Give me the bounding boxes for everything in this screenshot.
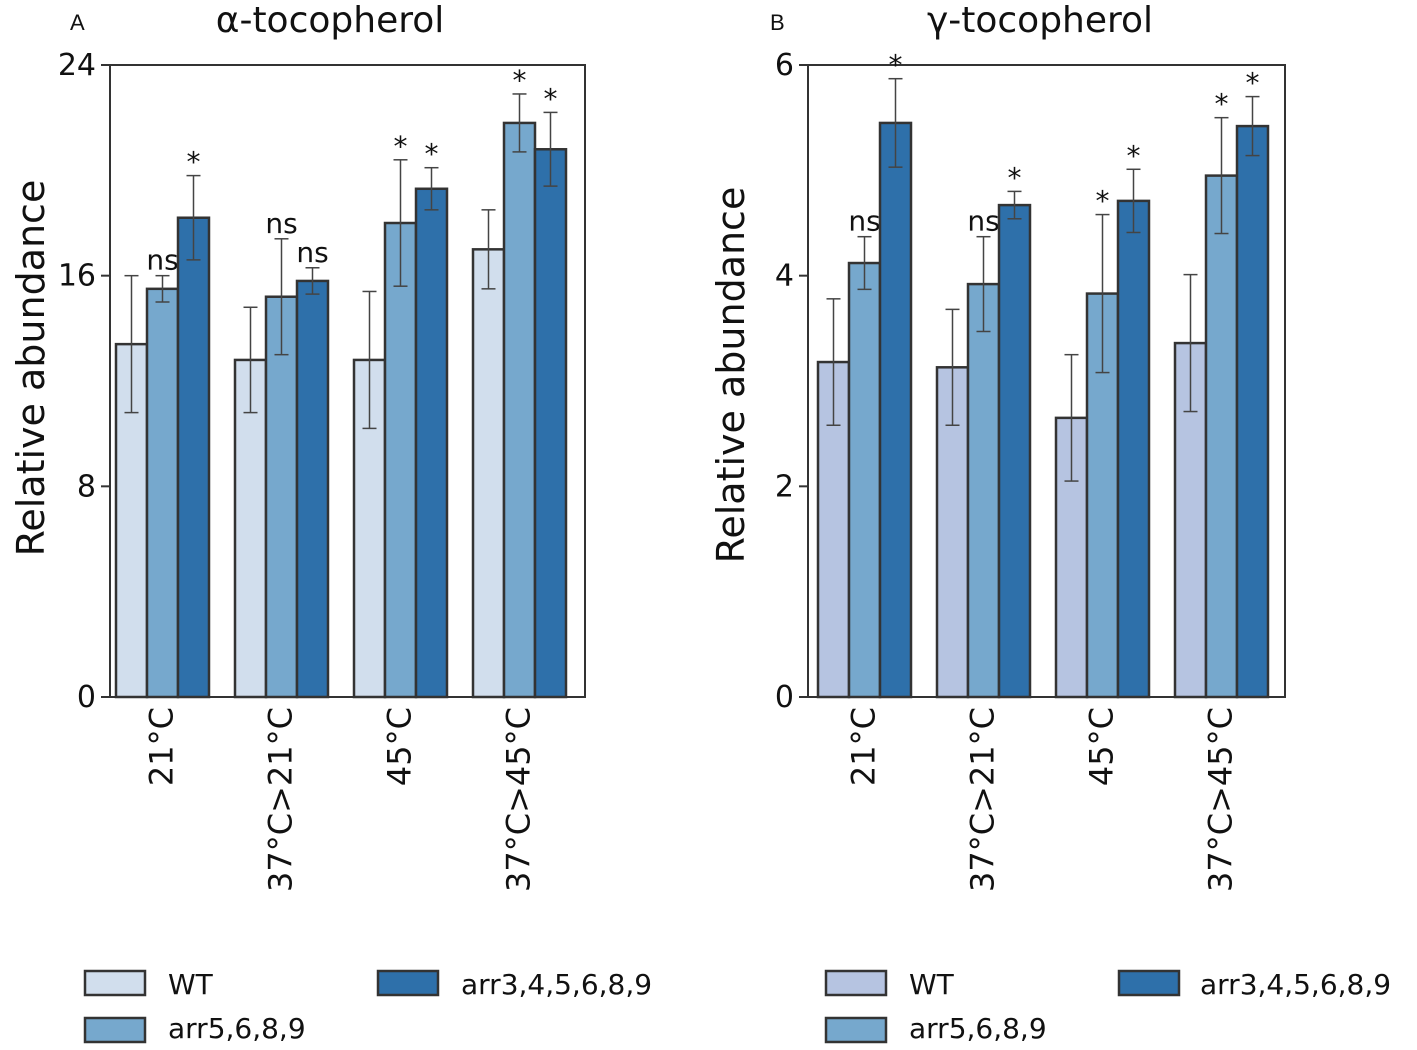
significance-ns: ns xyxy=(848,205,880,238)
y-axis-label: Relative abundance xyxy=(9,180,53,557)
x-tick-label: 45°C xyxy=(381,707,419,786)
legend-label-arr5689: arr5,6,8,9 xyxy=(168,1012,306,1045)
significance-ns: ns xyxy=(146,244,178,277)
bar-arr5689 xyxy=(502,121,537,699)
legend-swatch-arr345689 xyxy=(376,969,440,997)
chart-title: γ-tocopherol xyxy=(927,0,1153,41)
plot-frame xyxy=(807,64,1286,698)
legend-label-arr345689: arr3,4,5,6,8,9 xyxy=(1200,968,1391,1001)
y-tick-label: 8 xyxy=(77,469,96,504)
y-tick-label: 4 xyxy=(775,259,794,294)
significance-star: * xyxy=(187,146,201,179)
legend-swatch-arr5689 xyxy=(824,1016,888,1044)
legend-label-arr345689: arr3,4,5,6,8,9 xyxy=(461,968,652,1001)
significance-ns: ns xyxy=(967,205,999,238)
significance-star: * xyxy=(394,130,408,163)
y-tick-label: 2 xyxy=(775,469,794,504)
bar-arr345689 xyxy=(176,216,211,699)
bar-wt xyxy=(233,358,268,699)
y-tick-label: 0 xyxy=(77,680,96,715)
y-axis-label: Relative abundance xyxy=(709,187,753,564)
legend-label-wt: WT xyxy=(168,968,214,1001)
significance-star: * xyxy=(1215,88,1229,121)
bar-arr5689 xyxy=(966,282,1001,699)
significance-star: * xyxy=(1008,161,1022,194)
x-tick-label: 37°C>21°C xyxy=(964,707,1002,892)
bar-arr5689 xyxy=(1204,174,1239,699)
bar-arr345689 xyxy=(997,203,1032,699)
significance-ns: ns xyxy=(265,207,297,240)
significance-star: * xyxy=(1096,185,1110,218)
significance-star: * xyxy=(1127,139,1141,172)
chart-marks: 0 2 4 6 ns * 21°C ns * 37°C>21°C * * 45°C * * 37°C>45°C xyxy=(775,48,1270,892)
legend-a: WT arr5,6,8,9 arr3,4,5,6,8,9 xyxy=(83,968,652,1045)
bar-arr5689 xyxy=(145,287,180,699)
legend-label-wt: WT xyxy=(909,968,955,1001)
legend-b: WT arr5,6,8,9 arr3,4,5,6,8,9 xyxy=(824,968,1391,1045)
bar-arr345689 xyxy=(1235,124,1270,699)
significance-star: * xyxy=(1246,67,1260,100)
legend-label-arr5689: arr5,6,8,9 xyxy=(909,1012,1047,1045)
significance-ns: ns xyxy=(296,236,328,269)
significance-star: * xyxy=(889,49,903,82)
significance-star: * xyxy=(544,82,558,115)
legend-swatch-wt xyxy=(824,969,888,997)
panel-letter: A xyxy=(70,10,85,35)
chart-title: α-tocopherol xyxy=(216,0,445,41)
panel-a: A α-tocopherol Relative abundance 0 8 16 24… xyxy=(9,0,586,892)
plot-frame xyxy=(109,64,586,698)
x-tick-label: 37°C>45°C xyxy=(500,707,538,892)
y-tick-label: 16 xyxy=(58,259,96,294)
x-tick-label: 21°C xyxy=(845,707,883,786)
legend-swatch-arr5689 xyxy=(83,1016,147,1044)
x-tick-label: 37°C>45°C xyxy=(1202,707,1240,892)
y-tick-label: 24 xyxy=(58,48,96,83)
legend-swatch-arr345689 xyxy=(1117,969,1181,997)
significance-star: * xyxy=(513,64,527,97)
x-tick-label: 37°C>21°C xyxy=(262,707,300,892)
legend-swatch-wt xyxy=(83,969,147,997)
bar-arr345689 xyxy=(1116,199,1151,699)
bar-wt xyxy=(471,248,506,699)
bar-arr5689 xyxy=(383,221,418,699)
significance-star: * xyxy=(425,138,439,171)
bar-arr5689 xyxy=(264,295,299,699)
bar-arr345689 xyxy=(295,279,330,699)
y-tick-label: 6 xyxy=(775,48,794,83)
x-tick-label: 45°C xyxy=(1083,707,1121,786)
bar-arr5689 xyxy=(847,261,882,699)
bar-arr345689 xyxy=(533,148,568,699)
panel-letter: B xyxy=(770,10,785,35)
x-tick-label: 21°C xyxy=(143,707,181,786)
y-tick-label: 0 xyxy=(775,680,794,715)
bar-arr345689 xyxy=(878,121,913,699)
panel-b: B γ-tocopherol Relative abundance 0 2 4 6 ns… xyxy=(709,0,1286,892)
bar-arr345689 xyxy=(414,187,449,699)
